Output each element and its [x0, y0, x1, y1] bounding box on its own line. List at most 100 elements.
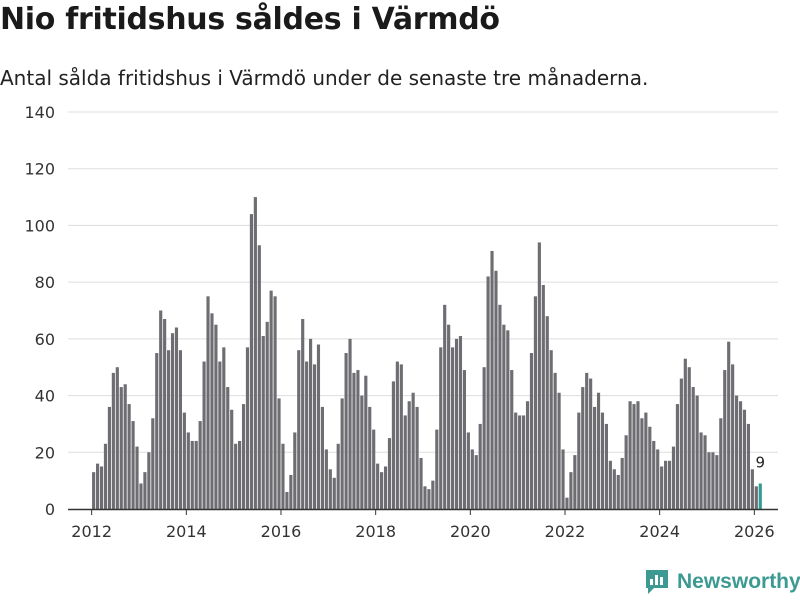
bar: [498, 304, 502, 509]
bar: [309, 338, 313, 509]
bar: [502, 324, 506, 509]
bar: [419, 457, 423, 509]
chart-title: Nio fritidshus såldes i Värmdö: [0, 2, 500, 37]
bar: [163, 319, 167, 509]
bar: [123, 384, 127, 509]
bar: [510, 370, 514, 509]
bar: [297, 350, 301, 509]
bar: [494, 270, 498, 509]
bar: [356, 370, 360, 509]
bar: [750, 469, 754, 509]
bar: [301, 319, 305, 509]
bar: [332, 477, 336, 509]
bar: [577, 412, 581, 509]
bar: [723, 370, 727, 509]
bar: [285, 491, 289, 509]
bar: [660, 466, 664, 509]
bar: [557, 392, 561, 509]
bar: [711, 452, 715, 509]
bar: [312, 364, 317, 509]
bar: [612, 469, 616, 509]
bar: [687, 367, 691, 509]
bar: [541, 284, 545, 509]
bar-highlight: [758, 483, 762, 509]
newsworthy-logo-icon: [646, 570, 668, 594]
bar: [206, 296, 210, 509]
bar: [585, 372, 589, 509]
bar: [636, 401, 640, 509]
bar: [735, 395, 739, 509]
bar: [103, 443, 108, 509]
bar: [593, 406, 597, 509]
bar: [522, 415, 526, 509]
gridlines: [68, 111, 778, 453]
bar: [482, 367, 486, 509]
x-tick-label: 2012: [71, 522, 112, 541]
bar: [289, 474, 293, 509]
bar: [537, 242, 541, 509]
x-tick-label: 2020: [450, 522, 491, 541]
bar: [245, 347, 250, 509]
bar: [415, 406, 419, 509]
bar: [238, 440, 242, 509]
bar: [624, 435, 628, 509]
bar: [226, 387, 230, 509]
bar: [518, 415, 522, 509]
bar: [178, 350, 182, 509]
bar: [545, 316, 549, 509]
bar: [671, 446, 676, 509]
bars: [92, 197, 762, 509]
bar: [628, 401, 632, 509]
bar: [423, 486, 427, 509]
bar: [608, 460, 612, 509]
bar: [167, 350, 171, 509]
bar: [198, 421, 202, 509]
bar: [281, 443, 285, 509]
bar: [99, 466, 104, 509]
bar: [549, 350, 553, 509]
bar: [368, 406, 372, 509]
bar: [640, 418, 644, 509]
bar: [143, 472, 147, 509]
bar: [230, 409, 234, 509]
bar: [328, 469, 332, 509]
bar: [96, 463, 100, 509]
bar: [127, 404, 131, 509]
bar: [147, 452, 151, 509]
y-tick-label: 40: [35, 387, 55, 406]
bar: [234, 443, 238, 509]
bar: [616, 474, 620, 509]
bar: [679, 378, 683, 509]
x-tick-label: 2016: [261, 522, 302, 541]
bar: [214, 324, 218, 509]
bar: [218, 361, 222, 509]
bar: [486, 276, 490, 509]
bar: [506, 330, 510, 509]
x-tick-label: 2018: [355, 522, 396, 541]
bar: [466, 432, 470, 509]
bar: [703, 435, 707, 509]
bar: [604, 423, 608, 509]
bar: [186, 432, 190, 509]
bar: [269, 290, 273, 509]
bar: [336, 443, 340, 509]
bar: [383, 466, 388, 509]
bar: [738, 401, 743, 509]
bar: [139, 483, 143, 509]
bar: [565, 497, 569, 509]
bar: [352, 372, 356, 509]
bar: [399, 364, 403, 509]
bar: [364, 375, 368, 509]
y-tick-label: 140: [24, 103, 55, 122]
bar: [581, 387, 585, 509]
bar: [340, 398, 344, 509]
bar: [458, 336, 463, 509]
bar: [573, 455, 577, 509]
bar: [529, 353, 534, 509]
bar: [135, 446, 139, 509]
x-tick-label: 2022: [545, 522, 586, 541]
bar: [474, 455, 478, 509]
bar: [667, 460, 672, 509]
bar: [107, 406, 111, 509]
bar: [478, 423, 482, 509]
